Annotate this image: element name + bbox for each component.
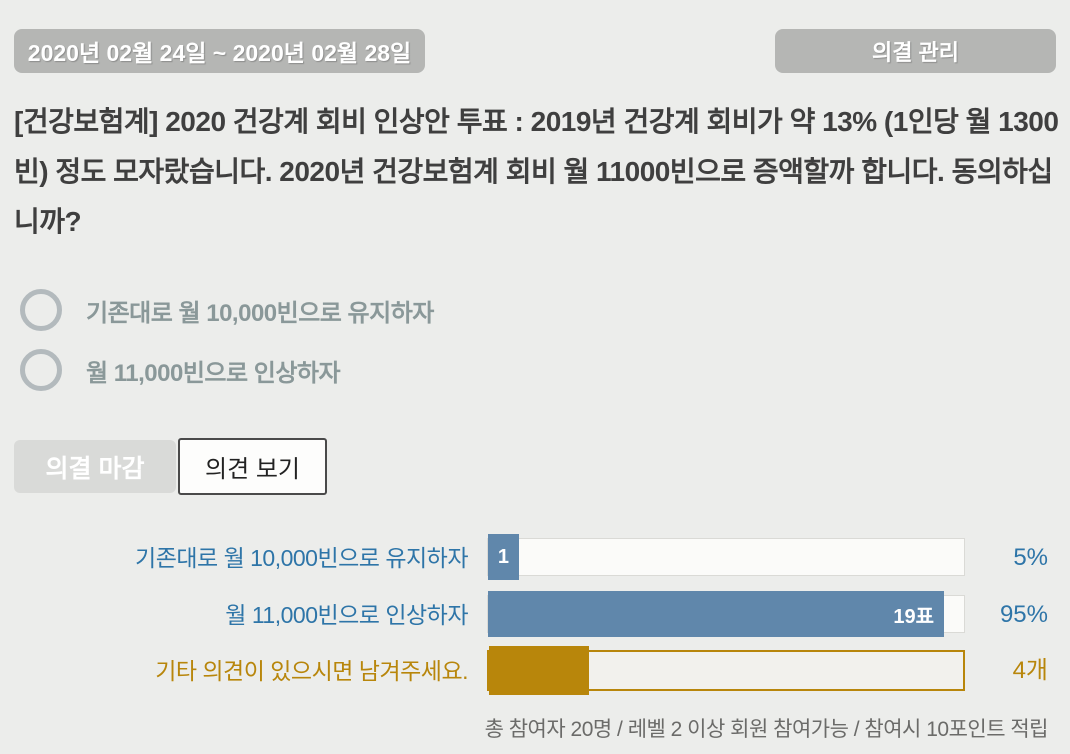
result-bar-track: 19표 bbox=[487, 591, 965, 637]
result-bar-track: 1 bbox=[487, 534, 965, 580]
vote-option-keep[interactable]: 기존대로 월 10,000빈으로 유지하자 bbox=[20, 288, 434, 332]
result-row-keep: 기존대로 월 10,000빈으로 유지하자 1 5% bbox=[0, 534, 1070, 580]
participation-info: 총 참여자 20명 / 레벨 2 이상 회원 참여가능 / 참여시 10포인트 … bbox=[484, 718, 1049, 741]
result-label: 월 11,000빈으로 인상하자 bbox=[225, 602, 468, 628]
result-bar-fill: 1 bbox=[488, 534, 519, 580]
result-percent: 95% bbox=[999, 601, 1048, 628]
result-bar-fill bbox=[489, 646, 589, 695]
result-count: 4개 bbox=[1012, 657, 1048, 684]
result-row-raise: 월 11,000빈으로 인상하자 19표 95% bbox=[0, 591, 1070, 637]
vote-period-button[interactable]: 2020년 02월 24일 ~ 2020년 02월 28일 bbox=[14, 29, 425, 73]
view-comments-button[interactable]: 의견 보기 bbox=[178, 438, 327, 495]
result-row-other-comments: 기타 의견이 있으시면 남겨주세요. 4개 bbox=[0, 646, 1070, 695]
result-bar-votes: 1 bbox=[497, 545, 510, 568]
result-label: 기타 의견이 있으시면 남겨주세요. bbox=[155, 658, 468, 684]
vote-close-button[interactable]: 의결 마감 bbox=[14, 440, 176, 493]
result-bar-votes: 19표 bbox=[893, 605, 934, 628]
vote-question-title: [건강보험계] 2020 건강계 회비 인상안 투표 : 2019년 건강계 회… bbox=[14, 106, 1059, 237]
result-bar-track bbox=[487, 646, 965, 695]
result-bar-fill: 19표 bbox=[488, 591, 944, 637]
vote-option-raise-label: 월 11,000빈으로 인상하자 bbox=[86, 359, 341, 387]
result-label: 기존대로 월 10,000빈으로 유지하자 bbox=[135, 545, 468, 571]
vote-option-raise[interactable]: 월 11,000빈으로 인상하자 bbox=[20, 348, 341, 392]
vote-option-keep-label: 기존대로 월 10,000빈으로 유지하자 bbox=[86, 299, 434, 327]
radio-icon[interactable] bbox=[20, 349, 62, 391]
radio-icon[interactable] bbox=[20, 289, 62, 331]
vote-manage-button[interactable]: 의결 관리 bbox=[775, 29, 1056, 73]
result-percent: 5% bbox=[1013, 544, 1048, 571]
